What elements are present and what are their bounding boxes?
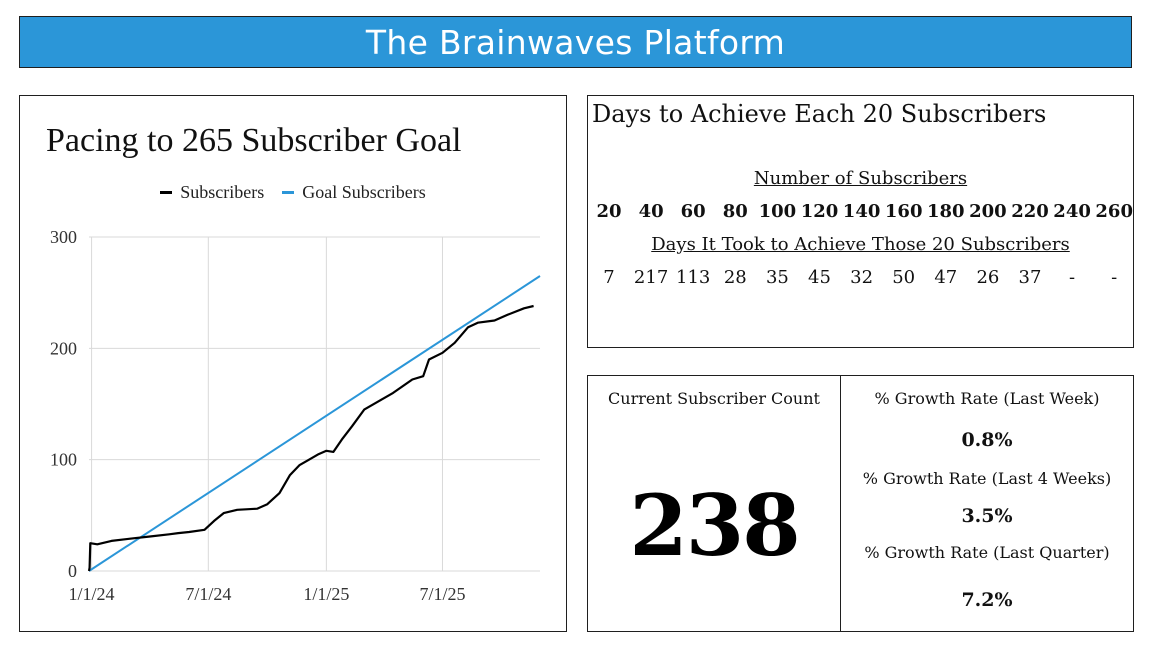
subscriber-count-1: 40 [638, 201, 664, 222]
current-count-value: 238 [629, 476, 800, 575]
subscriber-count-8: 180 [927, 201, 965, 222]
stats-divider [840, 376, 841, 631]
legend-label-goal: Goal Subscribers [302, 182, 426, 202]
days-value-12: - [1111, 267, 1118, 288]
subscriber-count-4: 100 [758, 201, 797, 222]
current-count-label: Current Subscriber Count [608, 389, 820, 408]
y-tick-label: 100 [50, 450, 77, 470]
y-tick-label: 300 [50, 227, 77, 247]
page-title: The Brainwaves Platform [365, 22, 786, 62]
chart-title: Pacing to 265 Subscriber Goal [46, 122, 462, 159]
subscriber-count-10: 220 [1011, 201, 1049, 222]
days-value-11: - [1069, 267, 1076, 288]
days-value-10: 37 [1018, 267, 1042, 288]
x-tick-label: 1/1/25 [303, 584, 349, 604]
days-value-4: 35 [765, 267, 789, 288]
days-value-8: 47 [934, 267, 958, 288]
subscribers-header: Number of Subscribers [753, 168, 968, 189]
subscriber-count-9: 200 [969, 201, 1007, 222]
days-value-5: 45 [808, 267, 831, 288]
days-value-1: 217 [633, 267, 669, 288]
days-value-0: 7 [603, 267, 615, 288]
days-value-2: 113 [676, 267, 711, 288]
y-tick-label: 0 [68, 561, 77, 581]
subscriber-count-5: 120 [800, 201, 839, 222]
legend-label-subscribers: Subscribers [180, 182, 265, 202]
subscriber-count-3: 80 [722, 201, 748, 222]
days-value-3: 28 [723, 267, 747, 288]
quarter-growth-label: % Growth Rate (Last Quarter) [864, 543, 1110, 562]
line-chart: 0 100 200 300 1/1/24 7/1/24 1/1/25 7/1/25 [50, 227, 541, 604]
chart-legend: Subscribers Goal Subscribers [20, 182, 566, 203]
stats-panel: Current Subscriber Count 238 % Growth Ra… [587, 375, 1134, 632]
week-growth-label: % Growth Rate (Last Week) [874, 389, 1100, 408]
four-week-growth-label: % Growth Rate (Last 4 Weeks) [862, 469, 1112, 488]
subscriber-count-0: 20 [596, 201, 622, 222]
legend-item-subscribers: Subscribers [160, 182, 264, 203]
subscriber-count-11: 240 [1053, 201, 1091, 222]
subscriber-count-7: 160 [884, 201, 923, 222]
days-value-6: 32 [850, 267, 874, 288]
legend-swatch-subscribers [160, 191, 173, 194]
days-value-9: 26 [976, 267, 1000, 288]
days-header: Days It Took to Achieve Those 20 Subscri… [651, 234, 1070, 255]
week-growth-value: 0.8% [961, 429, 1013, 451]
legend-swatch-goal [282, 191, 295, 194]
days-row: 7 217 113 28 35 45 32 50 47 26 37 - - [588, 267, 1133, 293]
series-line-goal [88, 275, 541, 572]
x-tick-label: 7/1/25 [419, 584, 465, 604]
days-panel-title: Days to Achieve Each 20 Subscribers [592, 100, 1047, 128]
subscriber-counts-row: 20 40 60 80 100 120 140 160 180 200 220 240 260 [588, 201, 1133, 227]
y-tick-label: 200 [50, 338, 77, 358]
x-tick-label: 1/1/24 [69, 584, 115, 604]
subscriber-count-12: 260 [1095, 201, 1133, 222]
subscriber-count-6: 140 [842, 201, 881, 222]
series-line-subscribers [87, 304, 534, 572]
x-tick-label: 7/1/24 [185, 584, 231, 604]
legend-item-goal: Goal Subscribers [282, 182, 426, 203]
days-value-7: 50 [892, 267, 916, 288]
days-panel: Days to Achieve Each 20 Subscribers Numb… [587, 95, 1134, 348]
quarter-growth-value: 7.2% [961, 589, 1013, 611]
chart-panel: 0 100 200 300 1/1/24 7/1/24 1/1/25 7/1/25 Pacin… [19, 95, 567, 632]
subscriber-count-2: 60 [680, 201, 706, 222]
four-week-growth-value: 3.5% [961, 505, 1013, 527]
header-banner: The Brainwaves Platform [19, 16, 1132, 68]
